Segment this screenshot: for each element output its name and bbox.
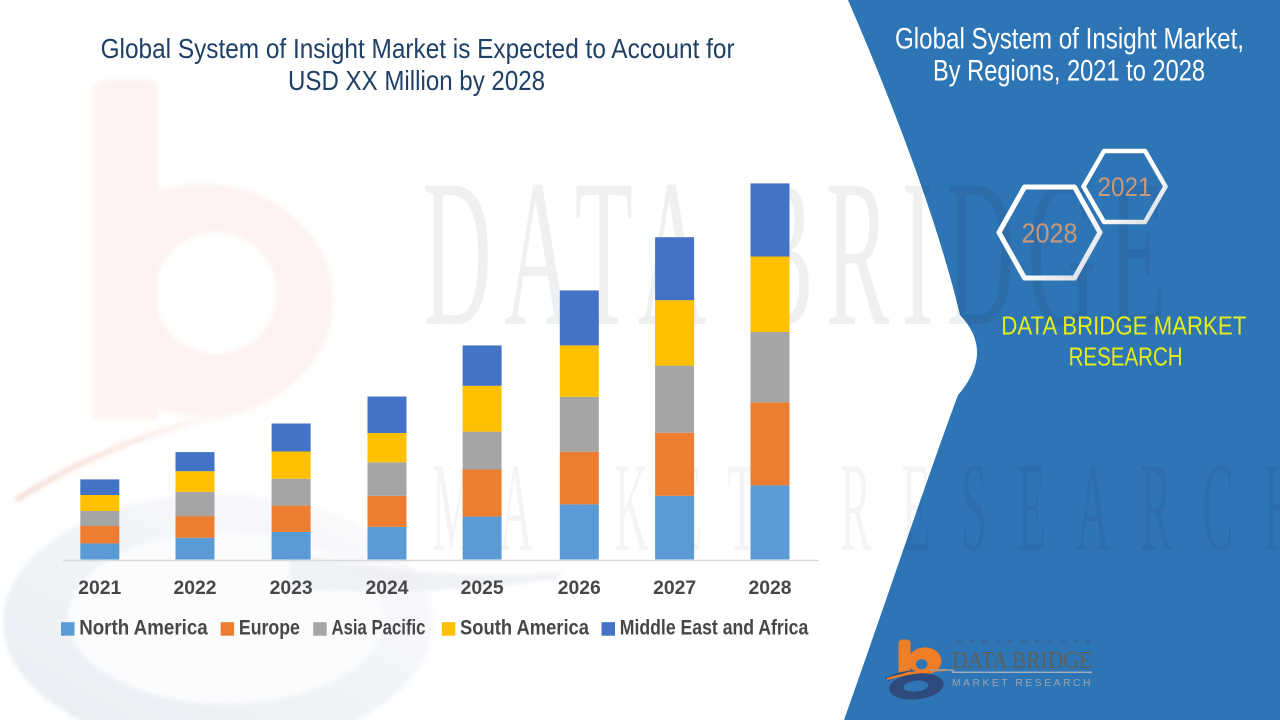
svg-text:Global System of Insight Marke: Global System of Insight Market,: [895, 23, 1244, 56]
svg-text:MARKET RESEARCH: MARKET RESEARCH: [952, 677, 1093, 689]
svg-text:DATA BRIDGE: DATA BRIDGE: [952, 647, 1092, 674]
svg-text:2028: 2028: [1022, 218, 1078, 249]
svg-text:RESEARCH: RESEARCH: [840, 437, 1280, 578]
svg-text:Europe: Europe: [239, 617, 300, 640]
svg-text:South America: South America: [460, 617, 589, 640]
svg-text:Global System of Insight Marke: Global System of Insight Market is Expec…: [101, 33, 735, 64]
svg-text:2021: 2021: [78, 577, 121, 599]
svg-text:DATA BRIDGE: DATA BRIDGE: [423, 137, 1179, 370]
svg-text:Asia Pacific: Asia Pacific: [332, 617, 426, 640]
svg-text:2023: 2023: [270, 577, 313, 599]
svg-text:2024: 2024: [366, 577, 409, 599]
svg-text:USD XX Million by 2028: USD XX Million by 2028: [288, 65, 545, 96]
svg-text:2028: 2028: [749, 577, 792, 599]
svg-text:2026: 2026: [558, 577, 601, 599]
svg-text:2027: 2027: [653, 577, 696, 599]
svg-text:DATA BRIDGE MARKET: DATA BRIDGE MARKET: [1001, 311, 1246, 341]
svg-text:Middle East and Africa: Middle East and Africa: [620, 617, 809, 640]
svg-text:2022: 2022: [174, 577, 217, 599]
svg-text:By Regions, 2021 to 2028: By Regions, 2021 to 2028: [933, 55, 1205, 88]
svg-text:North America: North America: [79, 617, 208, 640]
svg-text:RESEARCH: RESEARCH: [1069, 342, 1183, 372]
svg-text:2021: 2021: [1098, 172, 1152, 202]
svg-text:2025: 2025: [461, 577, 504, 599]
